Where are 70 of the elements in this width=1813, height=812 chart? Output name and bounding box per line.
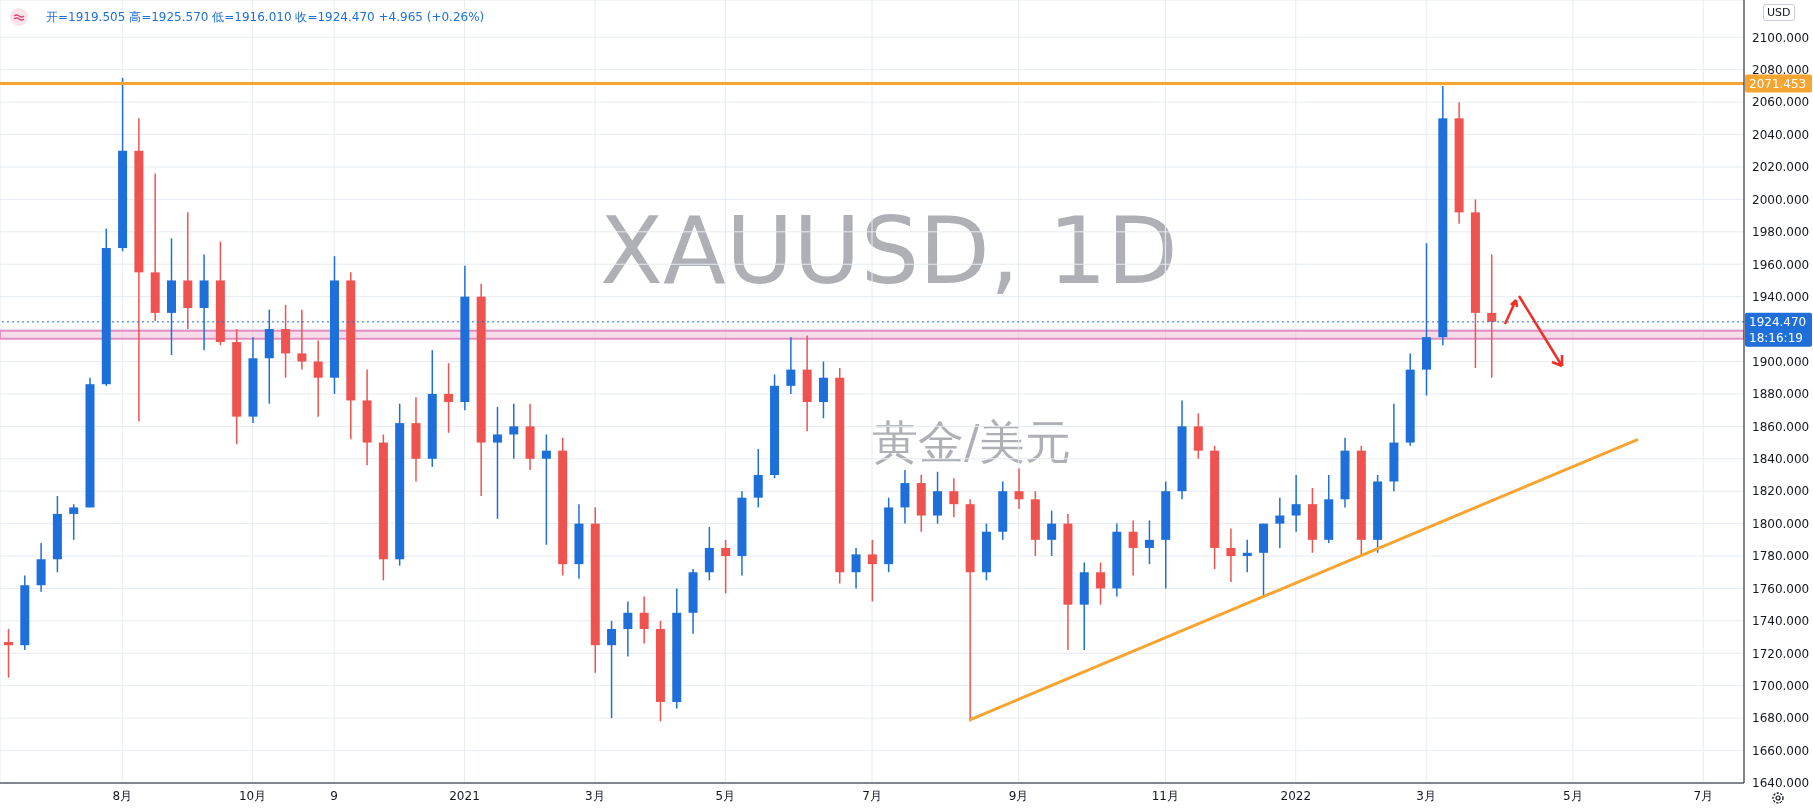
x-tick-label: 8月 [112,788,133,803]
y-tick-label: 1980.000 [1752,225,1810,240]
x-tick-label: 7月 [862,788,882,803]
candlestick [313,339,323,418]
y-tick-label: 1700.000 [1752,678,1810,693]
y-tick-label: 2020.000 [1752,160,1810,175]
candlestick [721,539,731,595]
y-tick-label: 1840.000 [1752,452,1810,467]
x-tick-label: 5月 [1563,788,1583,803]
candlestick [4,628,13,679]
candlestick [509,402,519,460]
x-tick-label: 11月 [1151,788,1180,803]
x-tick-label: 9 [330,788,338,803]
candlestick [297,308,307,371]
candlestick [867,539,877,603]
y-tick-label: 1900.000 [1752,354,1810,369]
candlestick [1047,509,1057,557]
y-tick-label: 1880.000 [1752,387,1810,402]
text: USD [1763,4,1795,21]
y-tick-label: 1960.000 [1752,257,1810,272]
y-tick-label: 1760.000 [1752,581,1810,596]
ref-line-label: 2071.453 [1749,76,1807,91]
x-tick-label: 3月 [585,788,605,803]
candlestick [1014,467,1024,510]
candlestick [786,336,796,395]
x-tick-label: 5月 [715,788,736,803]
y-tick-label: 1860.000 [1752,419,1810,434]
candlestick [1242,539,1252,573]
text: 18:16:19 [1749,330,1803,345]
candlestick [1226,527,1236,583]
candlestick [69,503,79,541]
candlestick [607,620,617,719]
x-tick-label: 9月 [1008,788,1029,803]
x-tick-label: 2021 [449,788,480,803]
candlestick [1144,519,1154,565]
candlestick [1275,496,1285,549]
x-tick-label: 7月 [1693,788,1714,803]
y-tick-label: 1720.000 [1752,646,1810,661]
y-tick-label: 2080.000 [1752,62,1810,77]
candlestick [753,448,763,509]
y-tick-label: 2040.000 [1752,127,1810,142]
candlestick [639,595,649,645]
candlestick [541,433,551,546]
candlestick [1291,474,1301,533]
candlestick [949,477,959,518]
y-tick-label: 1940.000 [1752,289,1810,304]
candlestick [492,406,502,520]
y-tick-label: 1800.000 [1752,516,1810,531]
y-tick-label: 1680.000 [1752,711,1810,726]
x-tick-label: 2022 [1280,788,1312,803]
y-tick-label: 1640.000 [1752,776,1810,791]
candlestick [1096,561,1106,606]
text: 黄金/美元 [872,414,1072,471]
candlestick [1128,519,1138,577]
annotation: 开=1919.505 高=1925.570 低=1916.010 收=1924.470 +4.965 (+0.26%) [46,9,485,26]
candlestick [1487,253,1497,379]
y-tick-label: 1820.000 [1752,484,1810,499]
y-tick-label: 1780.000 [1752,549,1810,564]
y-tick-label: 2100.000 [1752,30,1810,45]
x-tick-label: 3月 [1416,788,1436,803]
y-tick-label: 1740.000 [1752,614,1810,629]
y-tick-label: 1660.000 [1752,743,1810,758]
y-tick-label: 2000.000 [1752,192,1810,207]
candlestick [623,600,633,658]
y-tick-label: 2060.000 [1752,95,1810,110]
candlestick [444,362,454,434]
candlestick [851,547,861,590]
ref-line-label: 1924.470 [1749,314,1807,329]
x-tick-label: 10月 [238,788,267,803]
text: XAUUSD, 1D [600,198,1178,305]
